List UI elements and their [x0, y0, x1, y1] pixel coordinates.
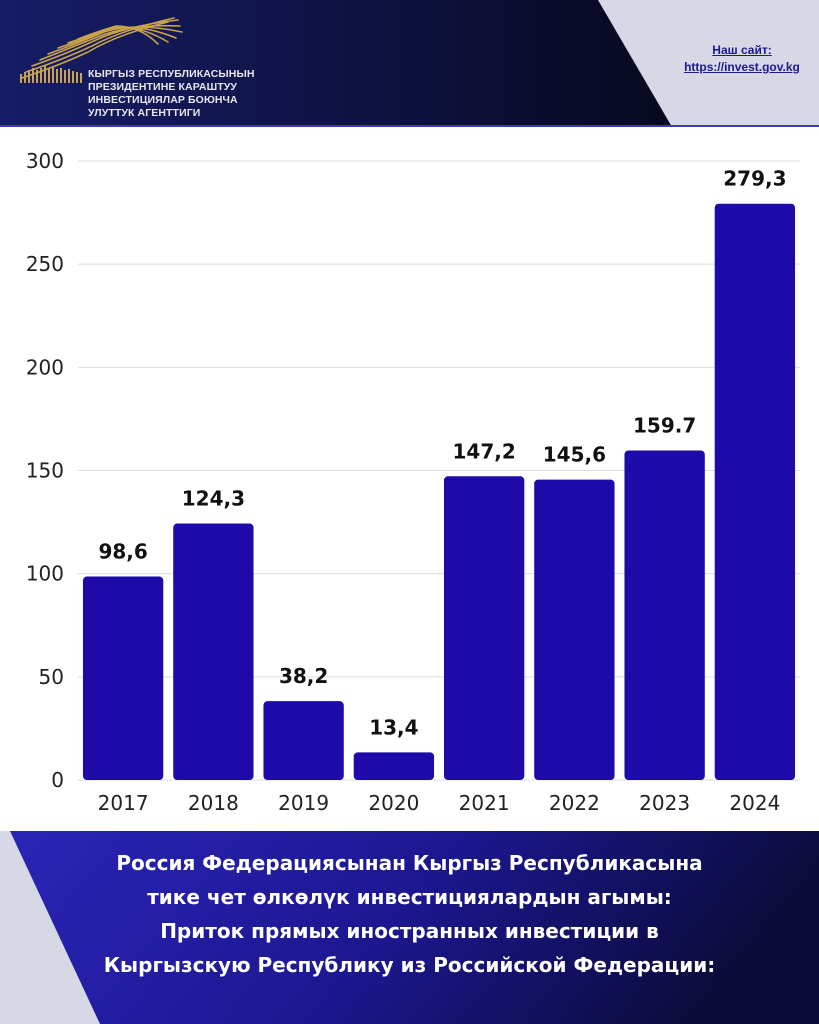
- x-tick-label: 2020: [368, 791, 419, 815]
- agency-name: КЫРГЫЗ РЕСПУБЛИКАСЫНЫН ПРЕЗИДЕНТИНЕ КАРА…: [88, 68, 255, 120]
- bar-chart: 0 50 100 150 200 250 300 98,6 124,3 38,2 13,4 147,…: [26, 149, 800, 815]
- y-tick-label: 300: [26, 149, 64, 173]
- data-label: 98,6: [98, 540, 147, 564]
- bar: [624, 450, 705, 780]
- bar: [82, 576, 164, 780]
- x-axis-ticks: 2017 2018 2019 2020 2021 2022 2023 2024: [98, 791, 781, 815]
- y-tick-label: 100: [26, 562, 64, 586]
- bar: [173, 523, 254, 780]
- y-tick-label: 250: [26, 252, 64, 276]
- x-tick-label: 2022: [549, 791, 600, 815]
- data-label: 159.7: [633, 413, 696, 437]
- bar: [443, 476, 525, 780]
- footer-gray-panel: [0, 831, 100, 1024]
- footer-background: [0, 831, 819, 1024]
- data-label: 124,3: [182, 487, 245, 511]
- header-gray-panel: [598, 0, 819, 127]
- agency-name-line: ПРЕЗИДЕНТИНЕ КАРАШТУУ: [88, 81, 237, 93]
- y-tick-label: 200: [26, 355, 64, 379]
- agency-name-line: КЫРГЫЗ РЕСПУБЛИКАСЫНЫН: [88, 68, 255, 80]
- data-labels: 98,6 124,3 38,2 13,4 147,2 145,6 159.7 279,3: [98, 167, 786, 740]
- y-axis-ticks: 0 50 100 150 200 250 300: [26, 149, 64, 792]
- bar: [353, 752, 435, 780]
- header-banner: КЫРГЫЗ РЕСПУБЛИКАСЫНЫН ПРЕЗИДЕНТИНЕ КАРА…: [0, 0, 819, 127]
- chart-caption: Россия Федерациясынан Кыргыз Республикас…: [0, 846, 819, 982]
- data-label: 147,2: [452, 439, 515, 463]
- caption-line: тике чет өлкөлүк инвестициялардын агымы:: [147, 885, 672, 909]
- footer-banner: Россия Федерациясынан Кыргыз Республикас…: [0, 831, 819, 1024]
- bar: [714, 203, 796, 780]
- bar: [534, 479, 615, 780]
- agency-name-line: ИНВЕСТИЦИЯЛАР БОЮНЧА: [88, 94, 238, 106]
- data-label: 13,4: [369, 715, 418, 739]
- website-info: Наш сайт: https://invest.gov.kg: [660, 42, 819, 76]
- data-label: 279,3: [723, 167, 786, 191]
- agency-name-line: УЛУТТУК АГЕНТТИГИ: [88, 107, 201, 119]
- y-tick-label: 0: [51, 768, 64, 792]
- bar: [263, 701, 344, 780]
- x-tick-label: 2023: [639, 791, 690, 815]
- caption-line: Приток прямых иностранных инвестиции в: [160, 919, 659, 943]
- bars: [82, 203, 796, 780]
- y-tick-label: 50: [39, 665, 64, 689]
- x-tick-label: 2019: [278, 791, 329, 815]
- x-tick-label: 2021: [459, 791, 510, 815]
- data-label: 38,2: [279, 664, 328, 688]
- website-link[interactable]: https://invest.gov.kg: [684, 60, 800, 74]
- data-label: 145,6: [543, 443, 606, 467]
- x-tick-label: 2018: [188, 791, 239, 815]
- website-label: Наш сайт:: [712, 43, 772, 57]
- kyrgyz-map-logo: [20, 17, 183, 83]
- header-background: [0, 0, 819, 127]
- x-tick-label: 2024: [729, 791, 780, 815]
- y-tick-label: 150: [26, 459, 64, 483]
- caption-line: Россия Федерациясынан Кыргыз Республикас…: [116, 851, 703, 875]
- x-tick-label: 2017: [98, 791, 149, 815]
- caption-line: Кыргызскую Республику из Российской Феде…: [103, 953, 716, 977]
